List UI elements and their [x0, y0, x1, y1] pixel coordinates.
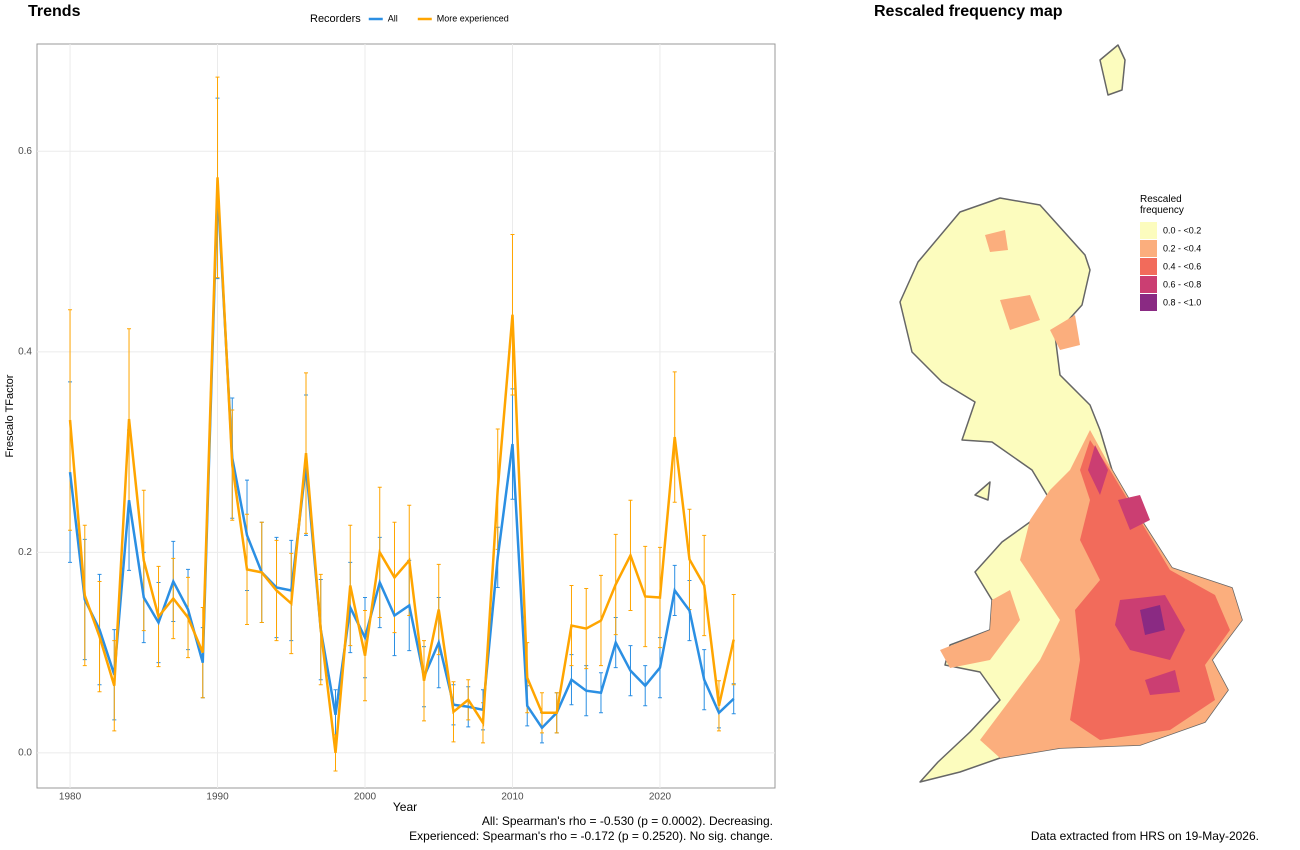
x-tick-label: 2000: [354, 792, 377, 803]
series-line: [68, 177, 735, 754]
panel: [36, 43, 776, 789]
legend-label: 0.4 - <0.6: [1163, 261, 1201, 271]
legend-title: Recorders: [310, 13, 361, 25]
legend-label: 0.2 - <0.4: [1163, 243, 1201, 253]
chart-title: Trends: [28, 3, 81, 20]
region: [1000, 295, 1040, 330]
region: [1145, 670, 1180, 695]
x-tick-label: 1980: [59, 792, 82, 803]
y-axis-label: Frescalo TFactor: [4, 374, 16, 457]
legend-swatch: [1140, 222, 1157, 239]
legend-swatch: [1140, 276, 1157, 293]
legend-label: More experienced: [437, 13, 509, 23]
legend-title-box: Rescaled frequency: [1140, 194, 1184, 216]
legend-swatch: [1140, 294, 1157, 311]
map-title: Rescaled frequency map: [874, 3, 1063, 20]
x-axis-label: Year: [393, 800, 417, 814]
region: [1140, 605, 1165, 635]
annotation: Experienced: Spearman's rho = -0.172 (p …: [409, 829, 773, 843]
island: [1099, 44, 1126, 96]
legend-label: 0.8 - <1.0: [1163, 297, 1201, 307]
region: [1050, 315, 1080, 350]
annotation: All: Spearman's rho = -0.530 (p = 0.0002…: [482, 814, 773, 828]
legend-title: Rescaled frequency: [1140, 194, 1184, 216]
legend-swatch: [1140, 240, 1157, 257]
series-line: [68, 188, 735, 730]
map: [899, 44, 1243, 783]
region: [940, 590, 1020, 668]
y-tick-label: 0.6: [18, 146, 32, 157]
y-tick-label: 0.0: [18, 748, 32, 759]
x-tick-label: 1990: [206, 792, 229, 803]
region: [1088, 445, 1108, 495]
caption: Data extracted from HRS on 19-May-2026.: [1031, 829, 1259, 843]
island: [974, 481, 991, 501]
region: [985, 230, 1008, 252]
error-bar: [68, 309, 73, 531]
x-tick-label: 2010: [501, 792, 524, 803]
y-tick-label: 0.2: [18, 547, 32, 558]
legend-swatch: [1140, 258, 1157, 275]
legend-label: 0.0 - <0.2: [1163, 225, 1201, 235]
region: [1070, 440, 1230, 740]
error-bar: [731, 593, 736, 686]
x-tick-label: 2020: [649, 792, 672, 803]
legend-label: 0.6 - <0.8: [1163, 279, 1201, 289]
legend-label: All: [388, 13, 398, 23]
region: [1118, 495, 1150, 530]
y-tick-label: 0.4: [18, 346, 32, 357]
